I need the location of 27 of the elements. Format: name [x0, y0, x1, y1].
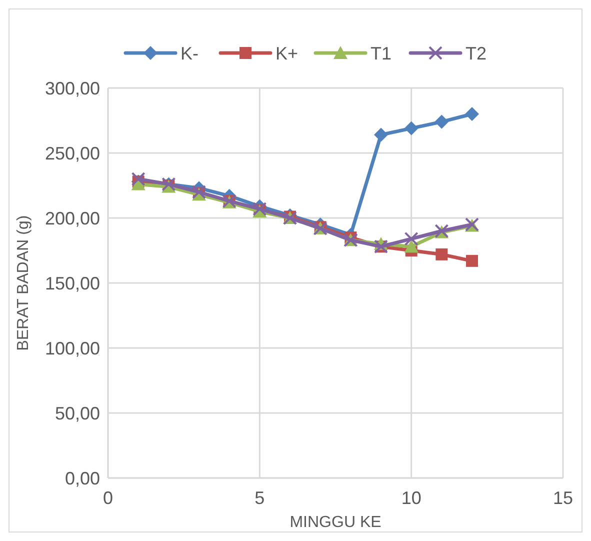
y-tick-label: 100,00 — [44, 338, 100, 358]
point — [252, 202, 267, 216]
y-tick-label: 0,00 — [64, 468, 100, 488]
legend-label: K- — [180, 43, 199, 64]
point — [465, 107, 479, 121]
y-tick-label: 250,00 — [44, 143, 100, 164]
y-tick-label: 150,00 — [44, 273, 100, 294]
point — [434, 114, 449, 129]
point — [404, 121, 418, 136]
point — [374, 128, 388, 142]
y-tick-label: 300,00 — [44, 78, 100, 98]
x-tick-label: 15 — [552, 488, 574, 508]
legend-label: K+ — [276, 43, 298, 64]
x-tick-label: 10 — [401, 488, 422, 508]
x-tick-label: 0 — [102, 488, 114, 508]
point — [131, 172, 146, 186]
legend-label: T1 — [370, 43, 392, 64]
point — [404, 232, 418, 246]
point — [436, 248, 448, 260]
x-tick-label: 5 — [254, 488, 265, 508]
legend-label: T2 — [466, 43, 487, 64]
y-tick-label: 50,00 — [54, 403, 100, 424]
y-axis-title: BERAT BADAN (g) — [15, 215, 32, 351]
point — [404, 240, 418, 253]
point — [466, 254, 478, 267]
x-axis-title: MINGGU KE — [290, 514, 382, 531]
y-tick-label: 200,00 — [44, 208, 100, 228]
